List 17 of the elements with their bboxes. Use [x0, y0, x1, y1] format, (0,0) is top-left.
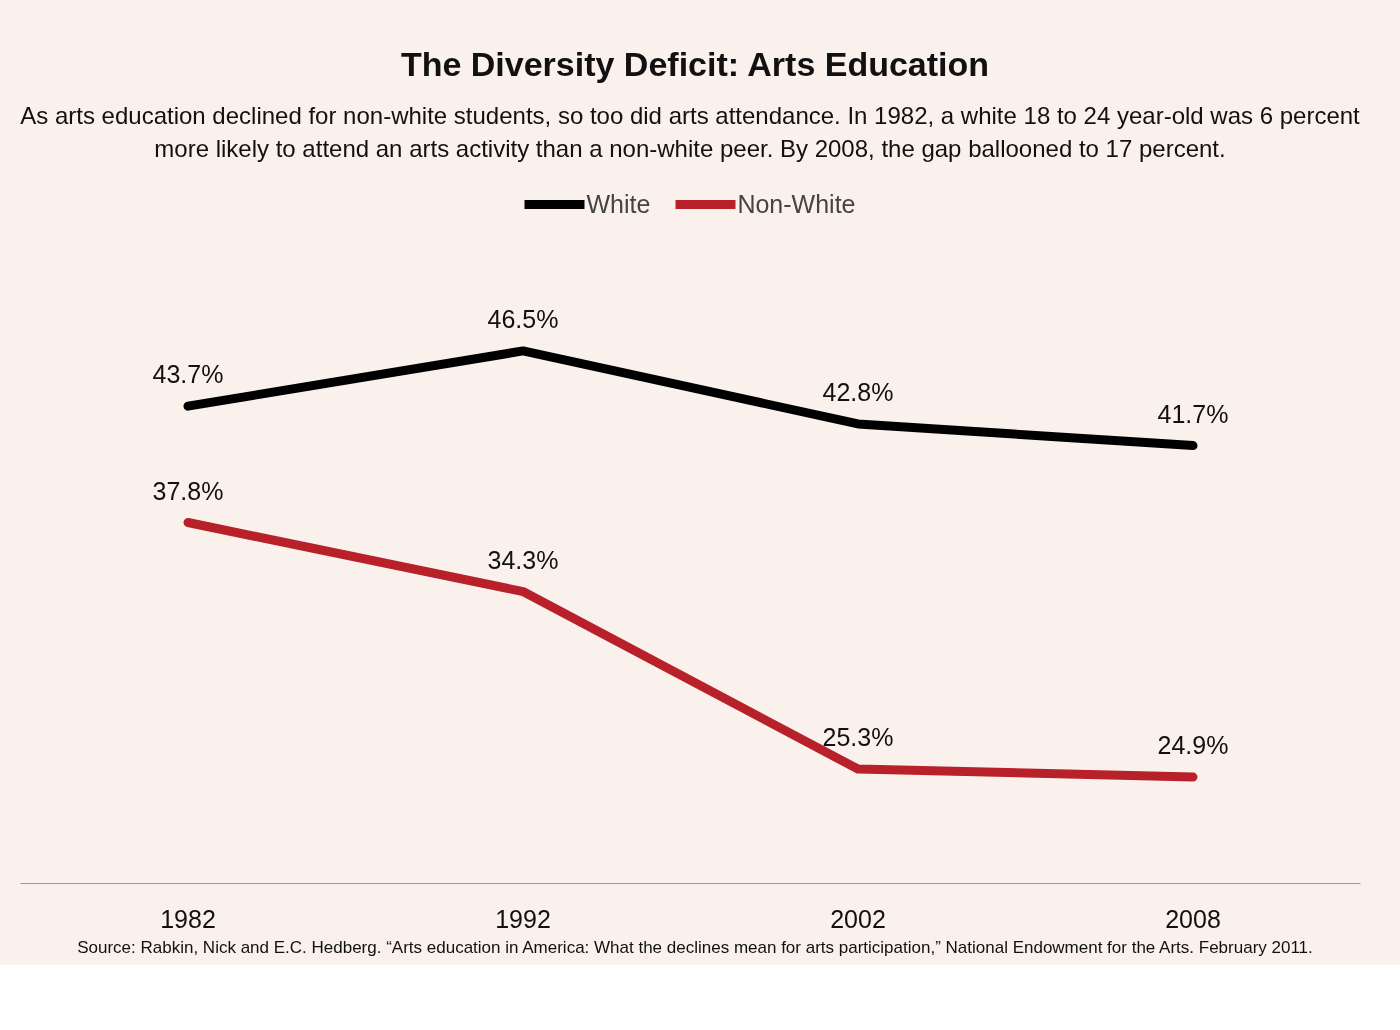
data-label: 41.7% — [1157, 399, 1229, 428]
x-tick-label: 1992 — [495, 904, 551, 933]
chart-title: The Diversity Deficit: Arts Education — [400, 44, 990, 85]
data-label: 24.9% — [1157, 730, 1229, 759]
data-label: 46.5% — [487, 304, 559, 333]
chart-subtitle: As arts education declined for non-white students, so too did arts attendance. In 1982, a white 18 to 24 year-old was 6 percent more likely to attend an arts activity than a non-white peer. By 2008, the gap ballooned to 17 percent. — [19, 100, 1361, 164]
legend-label: Non-White — [737, 189, 856, 219]
data-label: 43.7% — [152, 359, 224, 388]
x-tick-label: 2002 — [830, 904, 886, 933]
x-tick-label: 1982 — [160, 904, 216, 933]
x-tick-label: 2008 — [1165, 904, 1221, 933]
data-label: 37.8% — [152, 476, 224, 505]
data-label: 34.3% — [487, 545, 559, 574]
legend-label: White — [586, 189, 651, 219]
source-note: Source: Rabkin, Nick and E.C. Hedberg. “Arts education in America: What the declines mean for arts participation,” National Endowment for the Arts. February 2011. — [77, 936, 1313, 959]
data-label: 25.3% — [822, 722, 894, 751]
data-label: 42.8% — [822, 377, 894, 406]
